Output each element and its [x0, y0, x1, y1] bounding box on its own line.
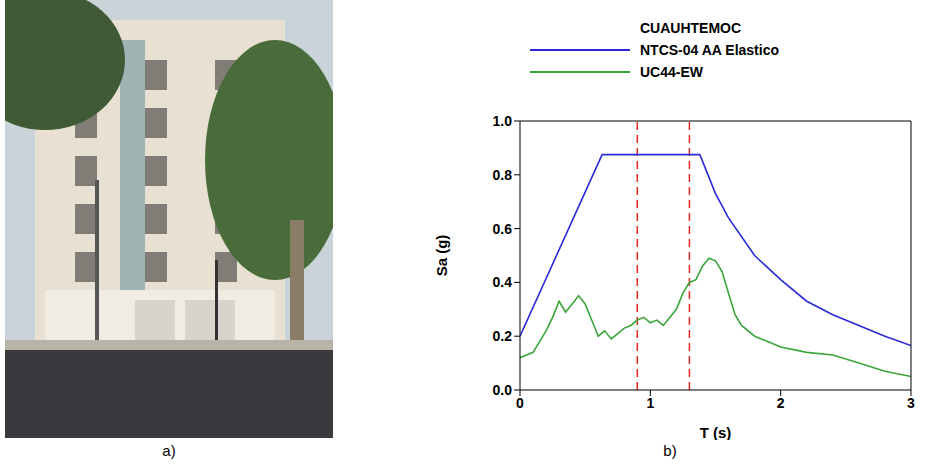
- svg-text:2: 2: [777, 395, 785, 411]
- svg-text:Sa (g): Sa (g): [433, 235, 450, 277]
- svg-text:0.6: 0.6: [493, 221, 513, 237]
- html-text:NTCS-04 AA Elastico: NTCS-04 AA Elastico: [640, 42, 779, 58]
- svg-text:0.0: 0.0: [493, 382, 513, 398]
- html-text:UC44-EW: UC44-EW: [640, 64, 703, 80]
- html-text:a): a): [162, 442, 176, 459]
- svg-text:1.0: 1.0: [493, 113, 513, 129]
- svg-text:3: 3: [907, 395, 915, 411]
- svg-text:T (s): T (s): [700, 424, 732, 440]
- svg-text:0.8: 0.8: [493, 167, 513, 183]
- svg-text:0.4: 0.4: [493, 274, 513, 290]
- html-text:CUAUHTEMOC: CUAUHTEMOC: [640, 20, 742, 36]
- svg-text:0: 0: [516, 395, 524, 411]
- svg-text:1: 1: [646, 395, 654, 411]
- svg-text:0.2: 0.2: [493, 328, 513, 344]
- html-text:b): b): [663, 442, 677, 459]
